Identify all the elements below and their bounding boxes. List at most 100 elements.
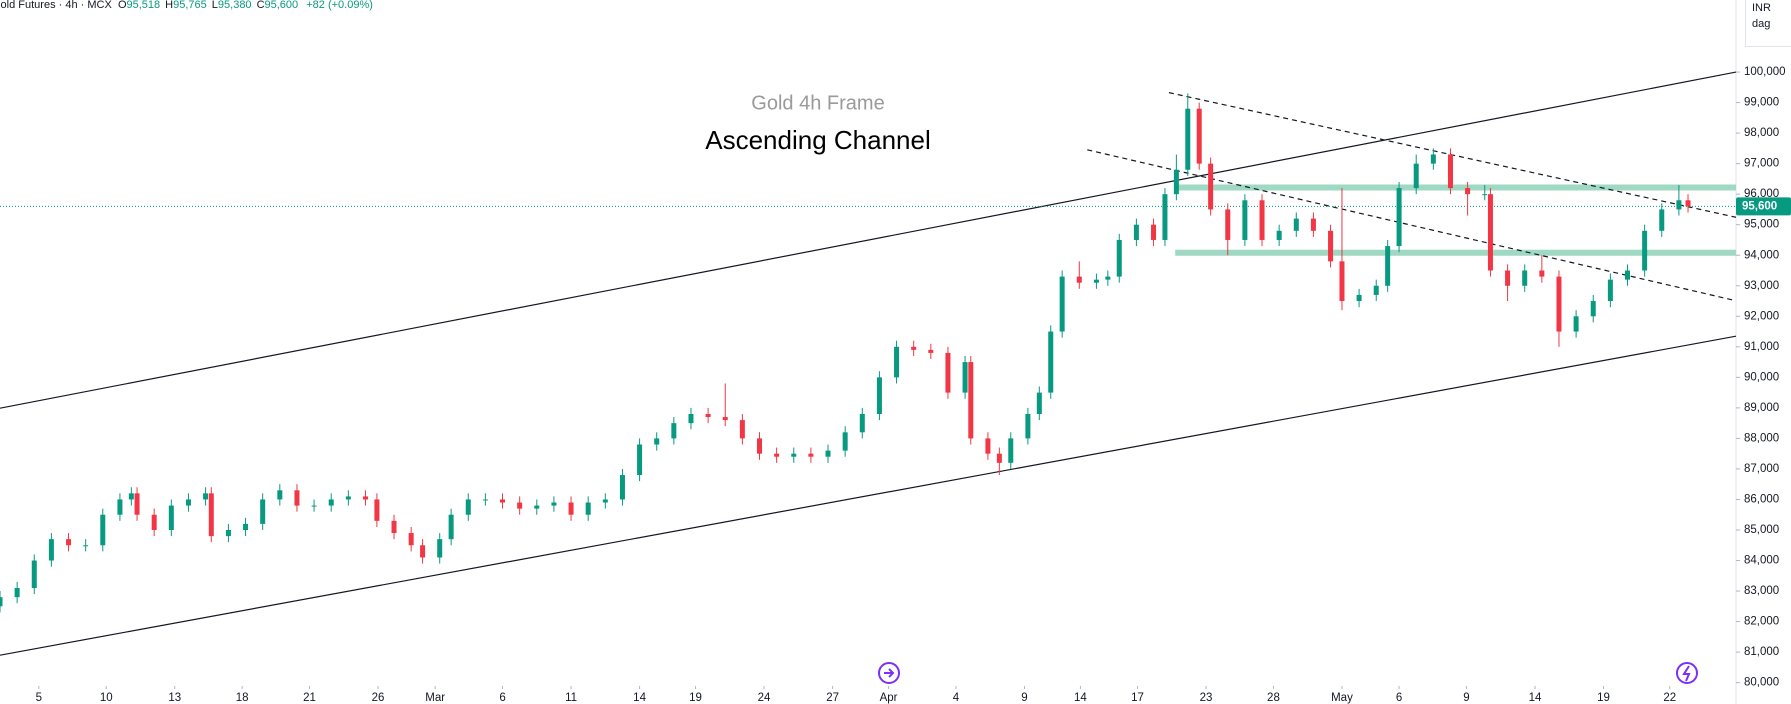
unit: dag [1752, 18, 1771, 30]
y-tick-label: 82,000 [1744, 616, 1779, 628]
candle-body [1396, 188, 1402, 247]
candle-body [876, 377, 882, 414]
x-tick-label: 22 [1663, 692, 1676, 704]
candle-body [1659, 209, 1665, 231]
y-tick-label: 87,000 [1744, 463, 1779, 475]
ohlc-key: C [256, 0, 265, 11]
candle-body [705, 413, 711, 418]
candle-body [1430, 154, 1436, 164]
candle-body [996, 453, 1002, 463]
candle-body [1482, 194, 1488, 196]
candle-body [688, 413, 694, 424]
plot-area [0, 71, 1736, 656]
candle-body [1173, 169, 1179, 195]
last-price-label: 95,600 [1742, 200, 1777, 212]
candle-body [391, 520, 397, 534]
ohlc-key: O [117, 0, 127, 11]
candle-body [1339, 261, 1345, 302]
replay-arrow [884, 668, 895, 678]
candle-body [945, 352, 951, 393]
candle-body [203, 493, 209, 500]
y-tick-label: 95,000 [1744, 219, 1779, 231]
candle-body [1413, 163, 1419, 189]
x-tick-label: 11 [565, 692, 577, 704]
alert-icon[interactable] [1676, 662, 1698, 684]
candle-body [739, 420, 745, 439]
ohlc-key: H [165, 0, 174, 11]
symbol-header: Gold Futures · 4h · MCX O95,518 H95,765 L9… [0, 0, 378, 11]
candle-body [1242, 200, 1248, 240]
candle-body [825, 450, 831, 457]
y-tick-label: 86,000 [1744, 493, 1779, 505]
candle-body [1685, 200, 1691, 207]
ohlc-values: O95,518 H95,765 L95,380 C95,600 [118, 0, 303, 11]
candle-body [1162, 194, 1168, 240]
candle-body [928, 349, 934, 353]
x-tick-label: 23 [1200, 692, 1213, 704]
candle-body [1373, 285, 1379, 295]
candle-body [808, 453, 814, 457]
candle-body [277, 490, 283, 500]
candle-body [654, 438, 660, 445]
replay-icon[interactable] [878, 662, 900, 684]
x-tick-label: 9 [1021, 692, 1027, 704]
candle-body [225, 529, 231, 537]
y-tick-label: 88,000 [1744, 432, 1779, 444]
candle-body [437, 539, 443, 558]
candle-body [1151, 224, 1157, 240]
x-tick-label: May [1331, 692, 1353, 704]
candle-body [985, 438, 991, 454]
candle-body [1259, 200, 1265, 240]
candle-body [1328, 230, 1334, 262]
candle-body [568, 502, 574, 515]
candle-body [1642, 230, 1648, 271]
candle-body [448, 514, 454, 540]
trendline [1087, 149, 1736, 302]
candle-body [1676, 200, 1682, 210]
candle-body [962, 362, 968, 393]
x-tick-label: 24 [758, 692, 771, 704]
candle-body [151, 514, 157, 530]
candle-body [602, 499, 608, 503]
currency-box[interactable]: INR dag [1745, 0, 1791, 47]
x-tick-label: 14 [633, 692, 646, 704]
candle-body [671, 423, 677, 439]
candle-body [1465, 188, 1471, 195]
candle-body [1447, 154, 1453, 189]
candle-body [328, 499, 334, 506]
x-tick-label: 4 [953, 692, 960, 704]
candle-body [722, 417, 728, 421]
x-tick-label: Mar [425, 692, 445, 704]
candle-body [185, 499, 191, 506]
candle-body [465, 499, 471, 515]
candle-body [31, 560, 37, 588]
candle-body [1225, 209, 1231, 240]
y-tick-label: 89,000 [1744, 402, 1779, 414]
y-tick-label: 100,000 [1744, 66, 1786, 78]
candle-body [551, 502, 557, 506]
candle-body [1293, 218, 1299, 231]
y-tick-label: 93,000 [1744, 280, 1779, 292]
candle-body [1522, 270, 1528, 286]
candle-body [374, 499, 380, 521]
x-tick-label: 5 [36, 692, 42, 704]
x-tick-label: 18 [236, 692, 249, 704]
candle-body [14, 588, 20, 598]
candle-body [1573, 316, 1579, 332]
x-tick-label: 9 [1463, 692, 1469, 704]
candle-body [100, 514, 106, 546]
ohlc-value: 95,765 [173, 0, 207, 11]
candle-body [1590, 301, 1596, 317]
candle-body [1105, 276, 1111, 280]
y-tick-label: 96,000 [1744, 188, 1779, 200]
y-tick-label: 99,000 [1744, 97, 1779, 109]
currency: INR [1752, 2, 1771, 14]
candle-body [585, 502, 591, 515]
x-tick-label: 13 [168, 692, 181, 704]
trendline [0, 71, 1736, 409]
candle-body [1208, 163, 1214, 210]
x-tick-label: 6 [499, 692, 505, 704]
y-tick-label: 92,000 [1744, 310, 1779, 322]
candle-body [1133, 224, 1139, 240]
